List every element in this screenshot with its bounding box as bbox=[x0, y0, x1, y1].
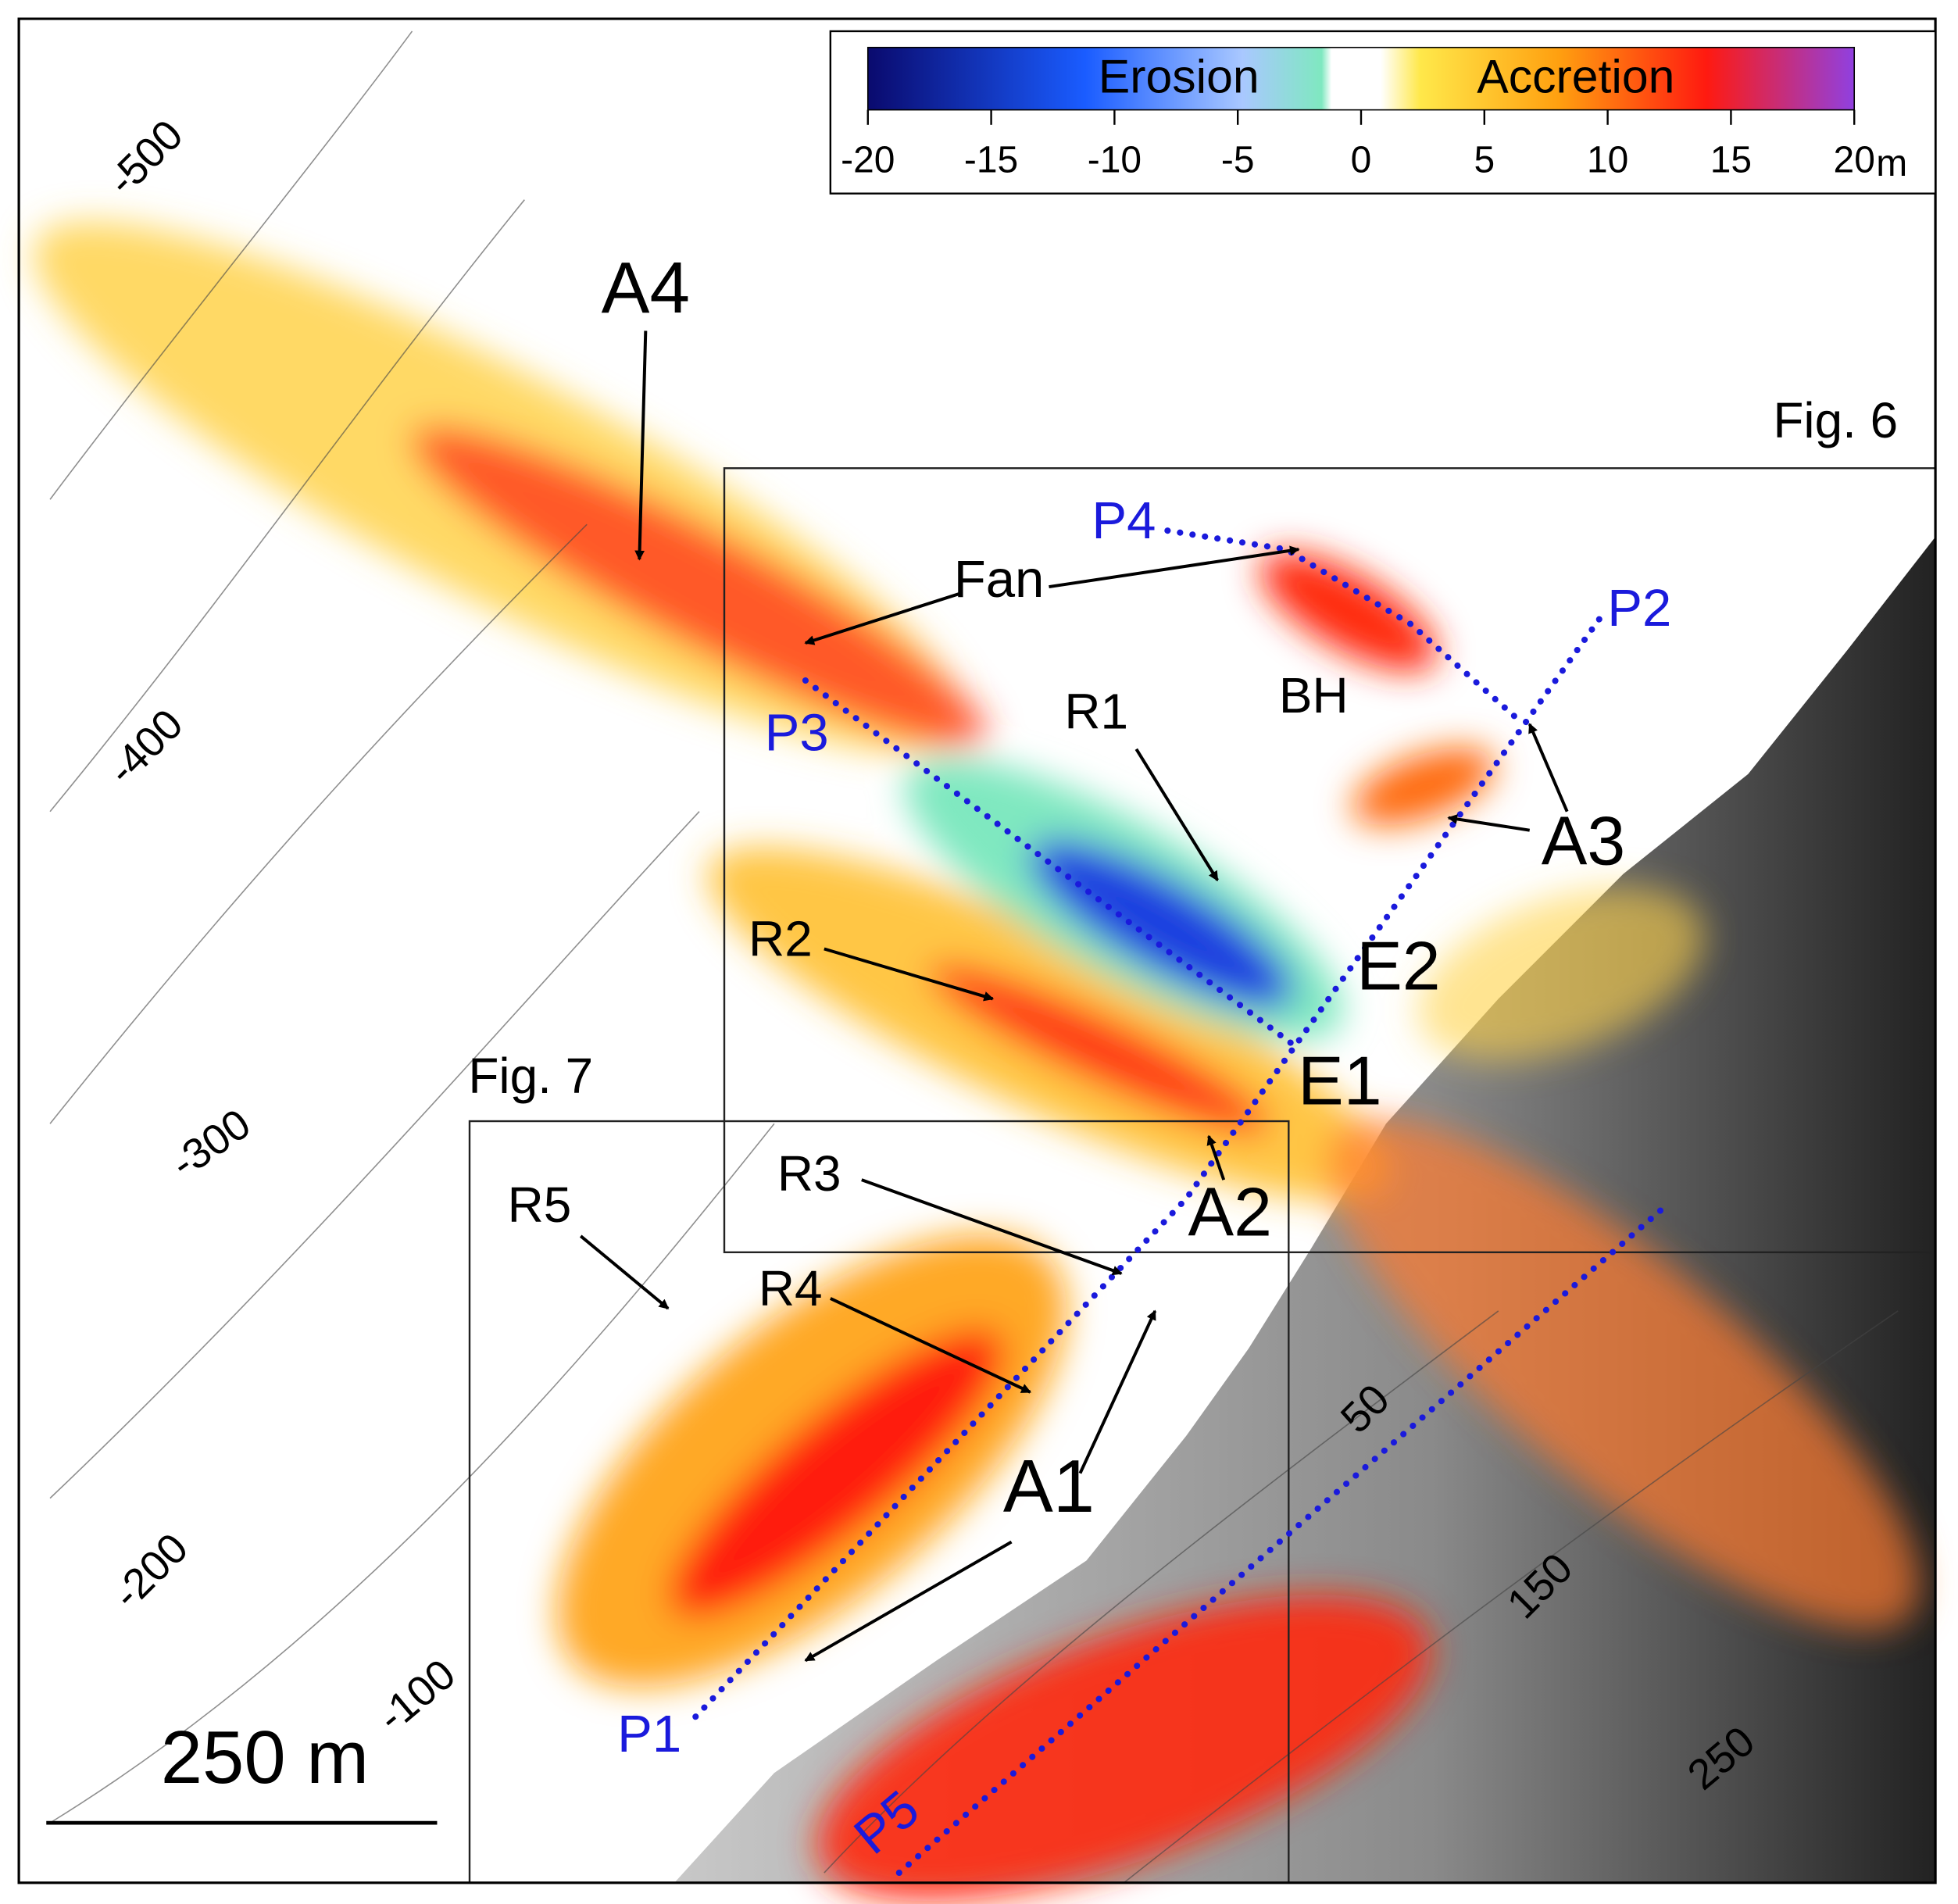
arrow bbox=[1527, 723, 1569, 813]
map-layers bbox=[33, 30, 1936, 1902]
arrow bbox=[1447, 814, 1531, 832]
annotation-label: BH bbox=[1279, 667, 1349, 723]
colorbar-tick-label: -15 bbox=[964, 139, 1018, 180]
contour-lines bbox=[49, 30, 1899, 1884]
arrow bbox=[1049, 545, 1300, 589]
figure-box-label: Fig. 6 bbox=[1773, 392, 1898, 448]
arrow bbox=[861, 1178, 1123, 1276]
colorbar-tick-label: -20 bbox=[841, 139, 895, 180]
colorbar-tick-label: 15 bbox=[1710, 139, 1752, 180]
annotation-label: A4 bbox=[602, 247, 690, 328]
frame bbox=[17, 17, 1937, 1884]
annotation-label: R3 bbox=[777, 1145, 841, 1202]
annotation-label: A2 bbox=[1188, 1173, 1271, 1250]
arrows bbox=[579, 330, 1569, 1663]
annotation-label: E1 bbox=[1298, 1042, 1381, 1120]
arrow bbox=[804, 591, 963, 645]
accretion-label: Accretion bbox=[1477, 49, 1674, 102]
annotation-label: E2 bbox=[1356, 927, 1440, 1004]
colorbar: Erosion Accretion m -20 -15 -10 -5 0 5 10 15 20 bbox=[829, 30, 1937, 195]
colorbar-tick-label: 10 bbox=[1587, 139, 1628, 180]
annotation-label: Fan bbox=[954, 550, 1045, 609]
arrow bbox=[1078, 1309, 1157, 1474]
arrow bbox=[829, 1297, 1031, 1394]
arrow bbox=[1134, 748, 1219, 881]
colorbar-tick-label: 0 bbox=[1351, 139, 1372, 180]
colorbar-tick-label: -10 bbox=[1088, 139, 1142, 180]
deposits bbox=[33, 221, 1920, 1902]
annotation-label: R1 bbox=[1064, 684, 1128, 740]
arrow bbox=[1206, 1134, 1226, 1181]
colorbar-gradient bbox=[866, 46, 1856, 111]
erosion-label: Erosion bbox=[1099, 49, 1259, 102]
arrow bbox=[579, 1234, 670, 1310]
profile-label: P4 bbox=[1092, 491, 1156, 550]
arrow bbox=[634, 330, 648, 561]
annotation-label: R2 bbox=[749, 910, 813, 966]
figure-box-label: Fig. 7 bbox=[468, 1048, 593, 1104]
colorbar-tick-label: -5 bbox=[1221, 139, 1255, 180]
annotation-label: R5 bbox=[508, 1177, 572, 1233]
profile-lines bbox=[692, 527, 1670, 1877]
profile-label: P2 bbox=[1607, 579, 1671, 638]
annotation-label: A1 bbox=[1003, 1445, 1095, 1528]
unit-label: m bbox=[1876, 143, 1907, 184]
profile-label: P3 bbox=[765, 704, 829, 763]
arrow bbox=[824, 947, 995, 1002]
colorbar-tick-label: 20 bbox=[1834, 139, 1875, 180]
annotation-label: R4 bbox=[759, 1260, 823, 1316]
colorbar-tick-label: 5 bbox=[1474, 139, 1495, 180]
profile-label: P1 bbox=[617, 1705, 681, 1763]
relief bbox=[674, 537, 1936, 1883]
annotation-label: A3 bbox=[1542, 802, 1625, 880]
arrow bbox=[804, 1540, 1013, 1663]
scale-bar-label: 250 m bbox=[161, 1716, 369, 1799]
